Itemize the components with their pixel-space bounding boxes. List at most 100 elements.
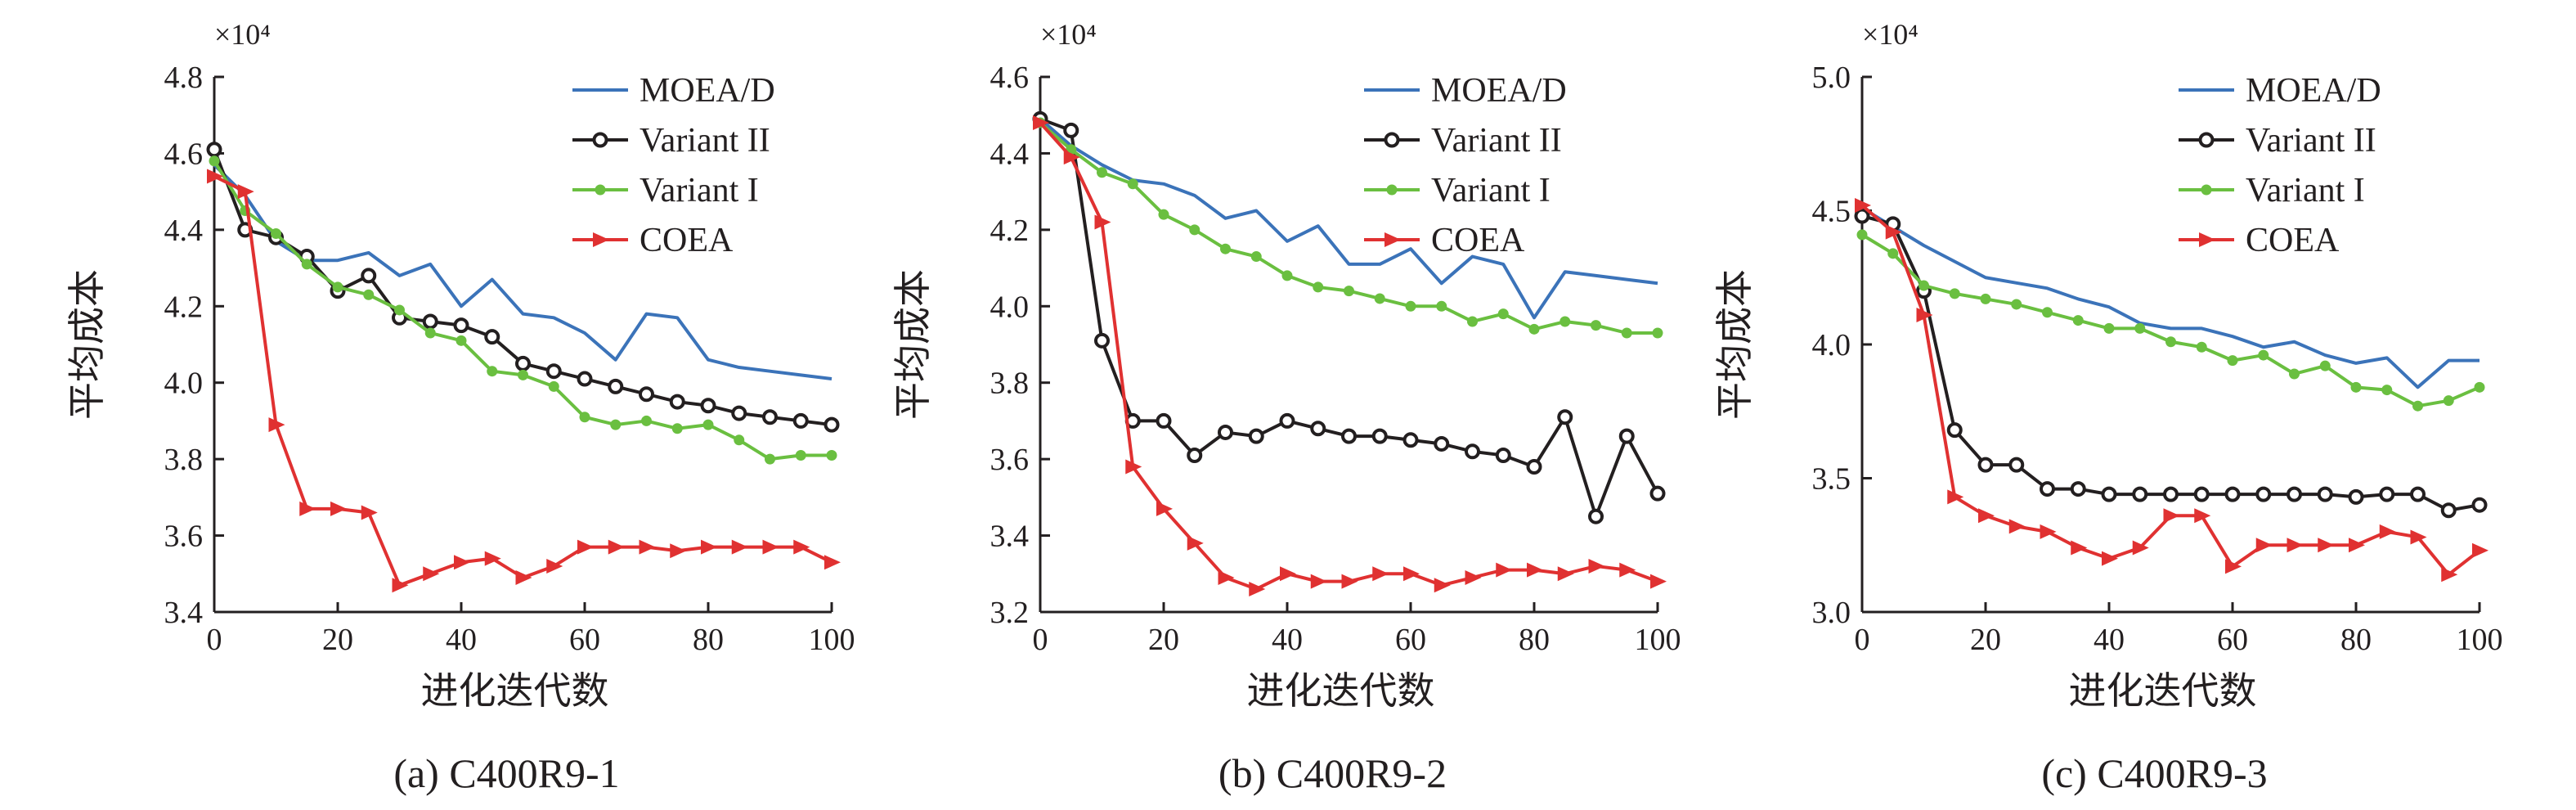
data-point: [1946, 422, 1963, 439]
data-point: [1220, 243, 1231, 254]
data-point: [2287, 486, 2302, 502]
data-point: [2443, 395, 2454, 407]
data-point: [271, 228, 281, 240]
data-point: [1496, 562, 1513, 578]
data-point: [1158, 209, 1169, 220]
series-line-coea: [1039, 121, 1658, 591]
y-tick-label: 3.8: [164, 443, 204, 477]
legend-label: Variant I: [1431, 172, 1551, 209]
legend-marker: [2201, 184, 2212, 196]
x-tick-label: 80: [1519, 623, 1550, 657]
data-point: [2379, 524, 2396, 539]
data-point: [577, 539, 594, 555]
y-tick-label: 4.0: [1812, 328, 1851, 362]
x-tick-label: 0: [1033, 623, 1048, 657]
chart-caption: (c) C400R9-3: [2041, 750, 2267, 796]
x-tick-label: 80: [693, 623, 724, 657]
legend-label: MOEA/D: [1431, 72, 1567, 110]
legend-label: Variant II: [2246, 122, 2376, 160]
data-point: [2193, 486, 2210, 502]
data-point: [824, 416, 840, 433]
data-point: [2163, 508, 2180, 524]
data-point: [2008, 519, 2026, 534]
data-point: [2040, 524, 2057, 539]
x-tick-label: 20: [322, 623, 353, 657]
data-point: [2101, 486, 2117, 502]
y-tick-label: 4.0: [164, 367, 204, 401]
data-point: [1094, 332, 1110, 349]
data-point: [824, 555, 841, 570]
data-point: [734, 434, 745, 446]
data-point: [2349, 538, 2365, 553]
scale-label: ×10⁴: [214, 18, 271, 51]
data-point: [1885, 224, 1902, 240]
data-point: [2102, 551, 2118, 566]
data-point: [454, 555, 470, 570]
data-point: [1125, 459, 1142, 475]
data-point: [765, 453, 775, 465]
data-point: [1588, 558, 1605, 574]
data-point: [209, 155, 220, 167]
y-tick-label: 4.2: [164, 290, 204, 324]
y-tick-label: 4.0: [990, 290, 1030, 324]
data-point: [1557, 566, 1574, 582]
data-point: [2072, 315, 2084, 326]
y-tick-label: 4.2: [990, 214, 1030, 248]
y-tick-label: 3.8: [990, 367, 1030, 401]
x-tick-label: 0: [1855, 623, 1870, 657]
series-line-moea-d: [1039, 117, 1658, 320]
data-point: [2317, 486, 2333, 502]
y-tick-label: 3.6: [990, 443, 1030, 477]
data-point: [2441, 567, 2458, 583]
data-point: [207, 169, 223, 184]
data-point: [2318, 538, 2335, 553]
legend-label: COEA: [640, 222, 734, 259]
data-point: [456, 335, 467, 346]
data-point: [1372, 566, 1389, 582]
data-point: [1187, 535, 1204, 551]
data-point: [484, 329, 500, 345]
data-point: [1156, 501, 1173, 516]
data-point: [1097, 167, 1107, 178]
data-point: [1916, 308, 1933, 323]
data-point: [423, 566, 440, 582]
data-point: [762, 539, 779, 555]
data-point: [361, 268, 377, 284]
chart-panel-2: 3.2 3.4 3.6 3.8 4.0 4.2 4.4 4.6 0 20 40 60 80 100 ×10⁴…: [891, 18, 1681, 796]
data-point: [453, 317, 469, 334]
data-point: [1557, 409, 1573, 425]
data-point: [2287, 538, 2304, 553]
x-tick-label: 20: [1970, 623, 2001, 657]
data-point: [330, 501, 347, 516]
data-point: [1127, 178, 1138, 190]
data-point: [731, 405, 747, 421]
data-point: [1650, 574, 1667, 589]
data-point: [2227, 355, 2238, 367]
data-point: [1402, 432, 1419, 448]
data-point: [1310, 421, 1326, 437]
data-point: [1619, 562, 1636, 578]
y-tick-label: 4.4: [164, 214, 204, 248]
series-line-coea: [213, 174, 832, 587]
data-point: [1978, 508, 1995, 524]
data-point: [2011, 299, 2022, 310]
data-point: [1187, 447, 1203, 463]
data-point: [792, 412, 809, 429]
data-point: [424, 327, 436, 339]
data-point: [1371, 428, 1388, 444]
data-point: [1341, 574, 1358, 589]
data-point: [268, 417, 285, 433]
legend-label: Variant I: [2246, 172, 2365, 209]
data-point: [2103, 322, 2115, 334]
data-point: [762, 409, 778, 425]
data-point: [639, 539, 656, 555]
legend-marker: [1384, 132, 1400, 148]
data-point: [2225, 559, 2242, 574]
y-tick-label: 3.2: [990, 596, 1030, 630]
legend-marker: [593, 232, 609, 247]
data-point: [1591, 320, 1601, 331]
legend-marker: [595, 184, 606, 196]
data-point: [1310, 574, 1327, 589]
data-point: [1947, 489, 1964, 505]
data-point: [2224, 486, 2241, 502]
